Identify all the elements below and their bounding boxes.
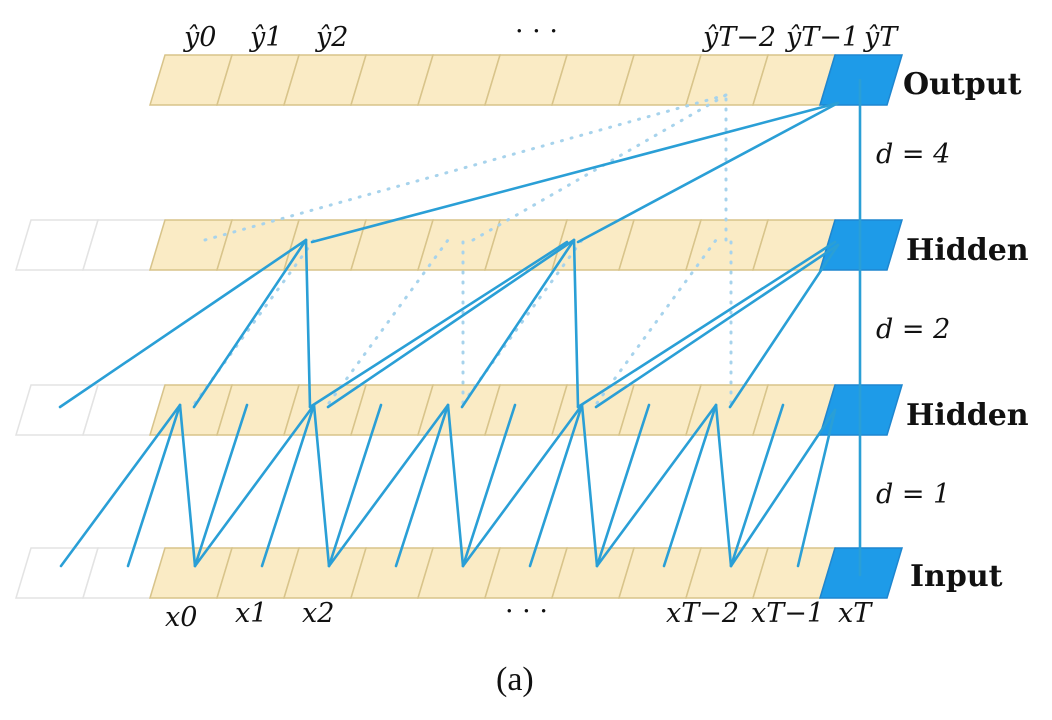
input-label-dots: · · · <box>505 596 548 627</box>
layer-label-hidden-2: Hidden <box>906 233 1029 268</box>
inactive-edge <box>461 238 584 405</box>
edge-input-hidden1 <box>595 403 651 568</box>
input-label-x0: x0 <box>165 602 197 633</box>
edge-input-hidden1 <box>461 403 584 568</box>
input-label-xT: xT <box>838 598 873 629</box>
edge-input-hidden1 <box>59 403 182 568</box>
edge-hidden2-output <box>310 101 840 244</box>
edge-input-hidden1 <box>126 403 182 568</box>
output-label-y2: ŷ2 <box>315 22 348 53</box>
edge-input-hidden1 <box>446 403 465 568</box>
layer-label-output: Output <box>903 67 1022 102</box>
output-label-yT-2: ŷT−2 <box>702 22 776 53</box>
edge-hidden2-output <box>576 101 840 244</box>
edge-input-hidden1 <box>528 403 584 568</box>
dilation-label-2: d = 2 <box>876 314 950 345</box>
edge-input-hidden1 <box>580 403 599 568</box>
inactive-edge <box>193 238 316 405</box>
edge-input-hidden1 <box>595 403 718 568</box>
output-label-dots: · · · <box>515 16 558 47</box>
inactive-edge <box>595 238 718 405</box>
output-label-y0: ŷ0 <box>183 22 216 53</box>
edge-input-hidden1 <box>662 403 718 568</box>
edge-input-hidden1 <box>729 403 785 568</box>
input-label-xT-1: xT−1 <box>751 598 824 629</box>
dilation-label-4: d = 4 <box>876 139 950 170</box>
figure-caption: (a) <box>496 661 534 698</box>
edge-input-hidden1 <box>729 408 837 568</box>
input-label-x1: x1 <box>235 598 267 629</box>
input-label-x2: x2 <box>302 598 334 629</box>
edge-input-hidden1 <box>178 403 197 568</box>
edge-input-hidden1 <box>327 403 450 568</box>
output-label-yT-1: ŷT−1 <box>785 22 859 53</box>
edge-input-hidden1 <box>260 403 316 568</box>
edge-hidden1-hidden2 <box>192 238 308 409</box>
edge-hidden1-hidden2 <box>572 238 580 409</box>
edge-input-hidden1 <box>461 403 517 568</box>
edge-hidden1-hidden2 <box>304 238 312 409</box>
edge-hidden1-hidden2 <box>576 240 837 409</box>
input-label-xT-2: xT−2 <box>666 598 739 629</box>
layer-label-input: Input <box>910 559 1003 594</box>
output-label-y1: ŷ1 <box>249 22 282 53</box>
edge-input-hidden1 <box>327 403 383 568</box>
edge-input-hidden1 <box>193 403 316 568</box>
output-label-yT: ŷT <box>863 22 899 53</box>
edge-hidden1-hidden2 <box>58 238 308 409</box>
layer-label-hidden-1: Hidden <box>906 398 1029 433</box>
inactive-edge <box>327 238 450 405</box>
active-connections <box>58 78 862 577</box>
edge-input-hidden1 <box>796 408 837 568</box>
inactive-edge <box>203 93 728 242</box>
edge-hidden1-hidden2 <box>308 240 569 409</box>
edge-hidden1-hidden2 <box>326 238 576 409</box>
dilation-label-1: d = 1 <box>876 479 950 510</box>
edge-input-hidden1 <box>714 403 733 568</box>
edge-input-hidden1 <box>394 403 450 568</box>
edge-hidden1-hidden2 <box>728 243 840 409</box>
inactive-connections <box>193 93 733 405</box>
inactive-edge <box>471 93 728 242</box>
edge-input-hidden1 <box>193 403 249 568</box>
edge-hidden1-hidden2 <box>460 238 576 409</box>
edge-hidden1-hidden2 <box>594 243 840 409</box>
edge-input-hidden1 <box>312 403 331 568</box>
